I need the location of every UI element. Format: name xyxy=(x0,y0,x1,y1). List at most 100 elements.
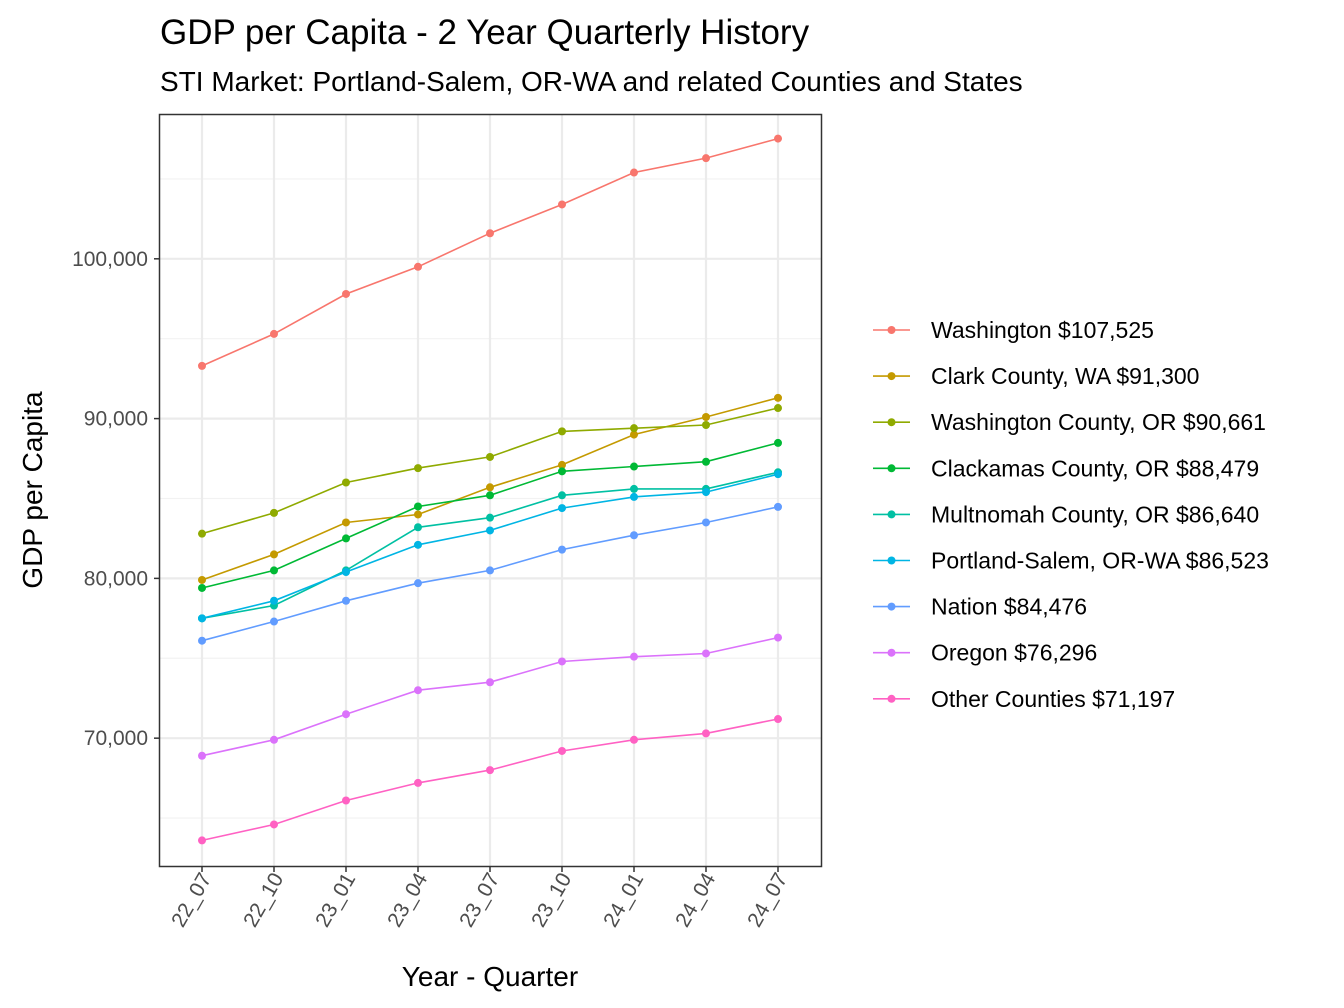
y-axis-title: GDP per Capita xyxy=(17,391,48,589)
data-point xyxy=(486,766,494,775)
data-point xyxy=(414,464,422,473)
data-point xyxy=(414,262,422,271)
x-tick-label: 23_10 xyxy=(527,869,576,931)
x-axis: 22_07 22_10 23_01 23_04 23_07 23_10 24_01 24_04… xyxy=(167,866,792,931)
legend-label: Washington County, OR $90,661 xyxy=(931,409,1266,435)
legend-label: Washington $107,525 xyxy=(931,317,1154,343)
data-point xyxy=(270,596,278,605)
legend-label: Clark County, WA $91,300 xyxy=(931,363,1199,389)
data-point xyxy=(486,678,494,687)
data-point xyxy=(558,657,566,666)
series-group xyxy=(198,134,782,370)
data-point xyxy=(774,393,782,402)
legend-label: Clackamas County, OR $88,479 xyxy=(931,455,1259,481)
legend: Washington $107,525 Clark County, WA $91,… xyxy=(873,317,1269,712)
series-group xyxy=(198,438,782,592)
data-point xyxy=(630,424,638,433)
data-point xyxy=(198,583,206,592)
legend-label: Oregon $76,296 xyxy=(931,640,1097,666)
data-point xyxy=(414,686,422,695)
legend-label: Portland-Salem, OR-WA $86,523 xyxy=(931,548,1269,574)
y-axis: 70,000 80,000 90,000 100,000 xyxy=(72,248,160,750)
legend-key-point xyxy=(887,602,896,611)
data-point xyxy=(414,502,422,511)
data-point xyxy=(558,545,566,554)
data-point xyxy=(270,550,278,559)
x-tick-label: 23_01 xyxy=(311,869,360,931)
chart-title: GDP per Capita - 2 Year Quarterly Histor… xyxy=(160,13,810,52)
data-point xyxy=(774,715,782,724)
legend-item: Other Counties $71,197 xyxy=(873,686,1175,712)
data-point xyxy=(630,492,638,501)
data-point xyxy=(702,649,710,658)
series-group xyxy=(198,502,782,645)
data-point xyxy=(630,735,638,744)
y-tick-label: 100,000 xyxy=(72,248,148,271)
series-group xyxy=(198,404,782,538)
data-point xyxy=(702,412,710,421)
data-point xyxy=(270,735,278,744)
data-point xyxy=(342,596,350,605)
data-point xyxy=(198,614,206,623)
series-group xyxy=(198,715,782,845)
series-group xyxy=(198,470,782,623)
legend-label: Multnomah County, OR $86,640 xyxy=(931,501,1259,527)
data-point xyxy=(414,523,422,532)
legend-label: Nation $84,476 xyxy=(931,594,1087,620)
data-point xyxy=(270,329,278,338)
data-point xyxy=(558,460,566,469)
data-point xyxy=(198,636,206,645)
data-point xyxy=(414,579,422,588)
data-point xyxy=(558,427,566,436)
data-point xyxy=(774,470,782,479)
data-point xyxy=(630,430,638,439)
legend-label: Other Counties $71,197 xyxy=(931,686,1175,712)
data-point xyxy=(774,502,782,511)
x-tick-label: 23_04 xyxy=(383,869,432,931)
data-point xyxy=(486,229,494,238)
data-point xyxy=(342,478,350,487)
x-tick-label: 24_01 xyxy=(599,869,648,931)
legend-item: Portland-Salem, OR-WA $86,523 xyxy=(873,548,1269,574)
data-point xyxy=(774,404,782,413)
legend-key-point xyxy=(887,648,896,657)
data-point xyxy=(342,289,350,298)
data-point xyxy=(270,566,278,575)
x-tick-label: 24_07 xyxy=(743,869,792,931)
data-point xyxy=(702,457,710,466)
chart-subtitle: STI Market: Portland-Salem, OR-WA and re… xyxy=(160,66,1023,97)
data-point xyxy=(558,200,566,209)
data-point xyxy=(270,617,278,626)
data-point xyxy=(486,452,494,461)
data-point xyxy=(198,575,206,584)
data-point xyxy=(198,836,206,845)
x-axis-title: Year - Quarter xyxy=(402,961,578,992)
data-point xyxy=(198,361,206,370)
data-point xyxy=(486,483,494,492)
y-tick-label: 70,000 xyxy=(84,727,148,750)
legend-item: Washington $107,525 xyxy=(873,317,1154,343)
data-point xyxy=(486,566,494,575)
legend-item: Multnomah County, OR $86,640 xyxy=(873,501,1259,527)
legend-key-point xyxy=(887,326,896,334)
data-point xyxy=(630,484,638,493)
legend-key-point xyxy=(887,510,896,519)
data-point xyxy=(342,567,350,576)
legend-item: Clark County, WA $91,300 xyxy=(873,363,1199,389)
data-point xyxy=(558,746,566,755)
data-point xyxy=(774,134,782,143)
data-point xyxy=(630,652,638,661)
data-point xyxy=(198,529,206,538)
data-point xyxy=(486,491,494,500)
data-point xyxy=(702,729,710,738)
legend-item: Clackamas County, OR $88,479 xyxy=(873,455,1259,481)
data-point xyxy=(702,518,710,527)
data-point xyxy=(414,778,422,787)
legend-key-point xyxy=(887,694,896,703)
series-group xyxy=(198,393,782,584)
data-point xyxy=(630,462,638,471)
data-point xyxy=(486,526,494,535)
data-point xyxy=(342,710,350,719)
data-point xyxy=(486,513,494,522)
legend-key-point xyxy=(887,556,896,565)
